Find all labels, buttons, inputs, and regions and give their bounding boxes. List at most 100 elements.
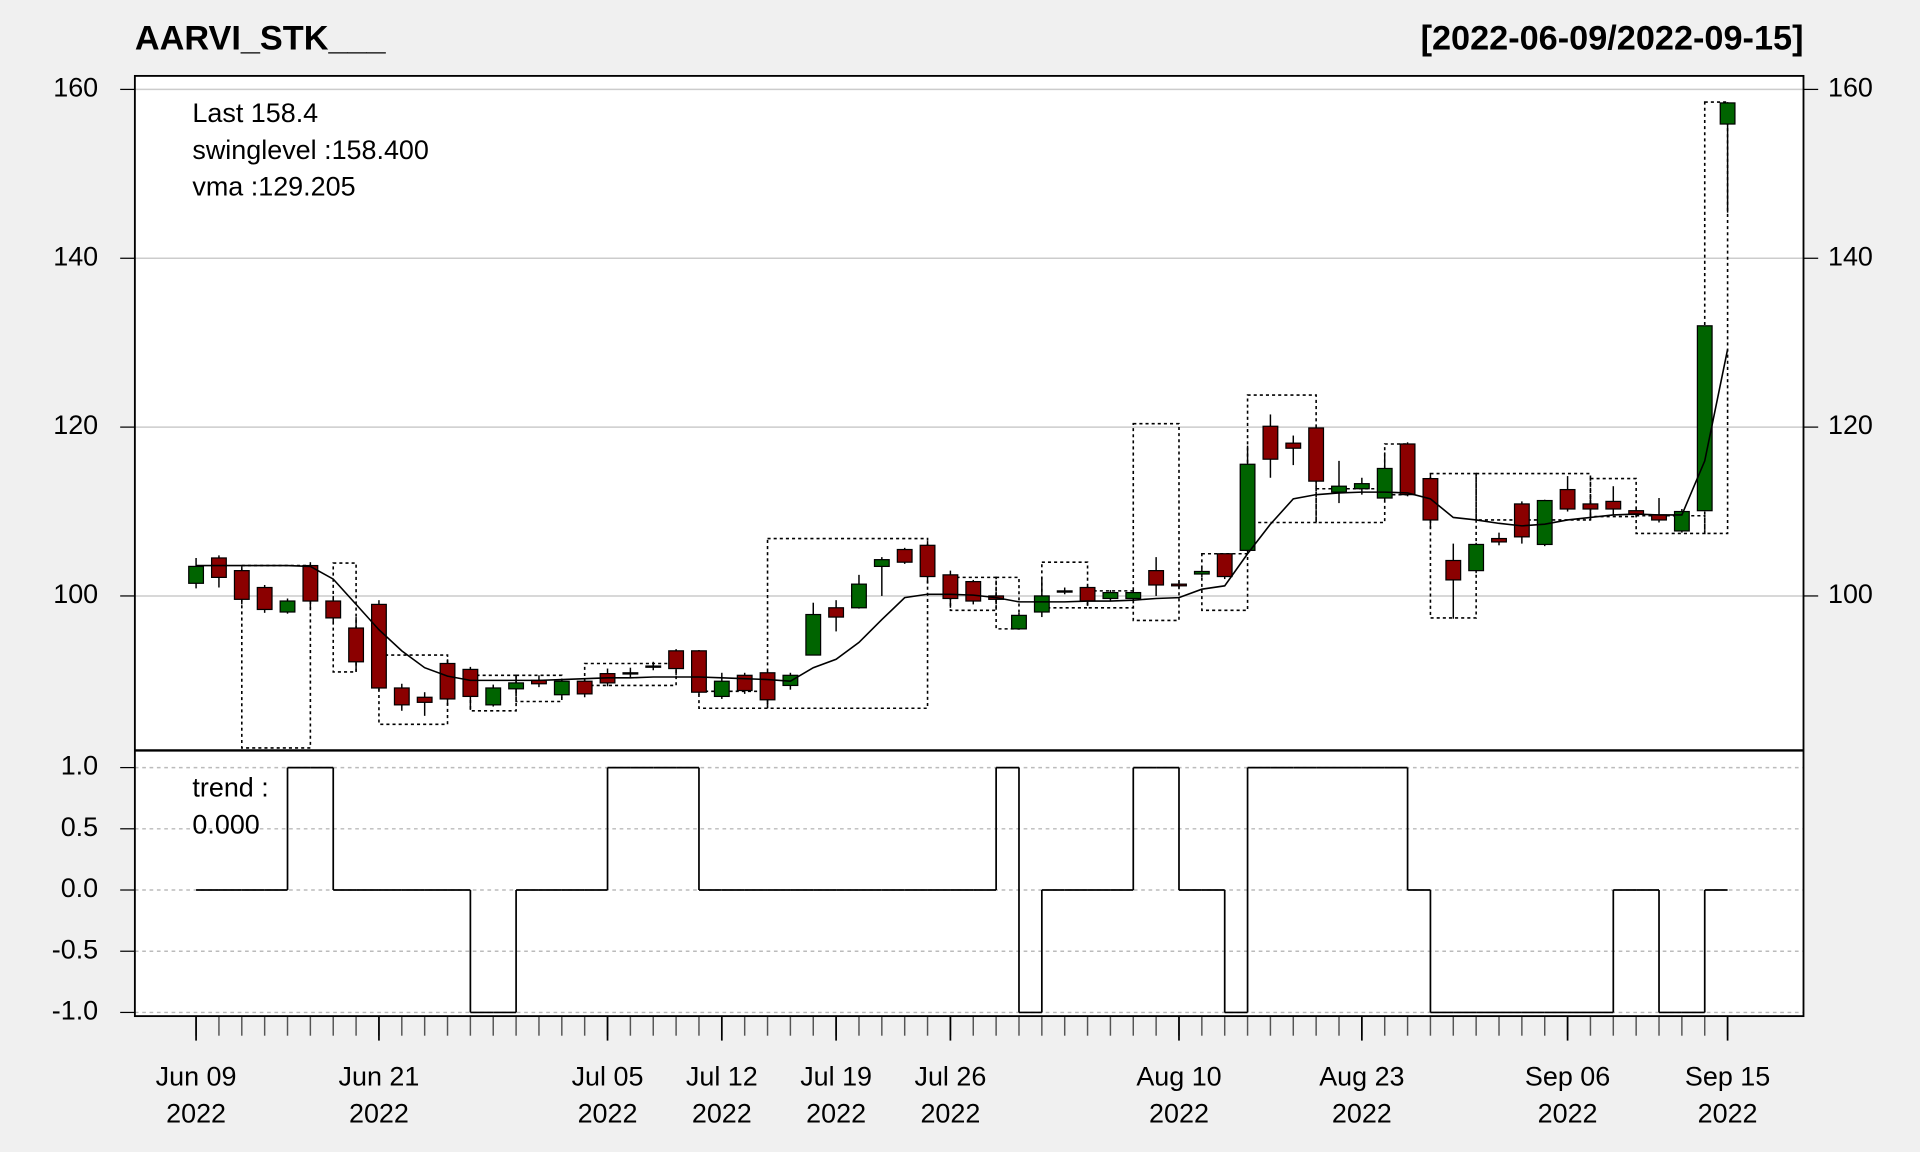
- candle-body: [965, 580, 982, 602]
- candle-body: [1102, 591, 1119, 600]
- legend-text: trend :: [192, 773, 268, 803]
- candle-body: [1056, 590, 1073, 593]
- candle-body: [1193, 570, 1210, 575]
- candle-body: [828, 607, 845, 618]
- candle-body: [713, 680, 730, 698]
- chart-title: AARVI_STK___: [135, 19, 387, 57]
- swing-box: [1132, 422, 1180, 622]
- y-tick-label: 0.0: [61, 873, 98, 903]
- candle-body: [462, 668, 479, 698]
- candle-body: [279, 600, 296, 613]
- date-range: [2022-06-09/2022-09-15]: [1421, 19, 1804, 57]
- candle-body: [759, 672, 776, 701]
- y-tick-label: -1.0: [52, 996, 98, 1026]
- candle-body: [1033, 595, 1050, 613]
- x-tick-label: Sep 15: [1685, 1062, 1770, 1092]
- candle-body: [645, 665, 662, 668]
- y-tick-label: 1.0: [61, 751, 98, 781]
- candle-body: [1171, 583, 1187, 587]
- candle-body: [1079, 586, 1096, 602]
- y2-tick-label: 140: [1828, 241, 1873, 271]
- candle-body: [439, 662, 456, 700]
- candle-body: [851, 583, 867, 609]
- candle-body: [668, 650, 685, 670]
- candle-body: [553, 680, 570, 696]
- legend-text: 0.000: [192, 809, 259, 839]
- x-tick-year: 2022: [578, 1098, 638, 1128]
- y-tick-label: 160: [53, 73, 98, 103]
- candle-body: [1491, 537, 1507, 543]
- candle-body: [919, 544, 936, 578]
- candle-body: [210, 557, 227, 578]
- candle-body: [1445, 559, 1462, 581]
- x-tick-year: 2022: [1332, 1098, 1392, 1128]
- y2-tick-label: 120: [1828, 410, 1873, 440]
- x-tick-year: 2022: [1538, 1098, 1598, 1128]
- candle-body: [1148, 570, 1165, 586]
- candle-body: [1216, 553, 1233, 578]
- x-tick-label: Jun 21: [339, 1062, 420, 1092]
- candle-body: [622, 672, 639, 675]
- trend-panel: [134, 766, 1804, 1014]
- plot-frame: [133, 74, 1805, 1018]
- candle-body: [873, 559, 890, 568]
- candle-body: [942, 574, 959, 600]
- candle-body: [1308, 427, 1325, 482]
- y2-tick-label: 100: [1828, 579, 1873, 609]
- main-panel: [134, 88, 1804, 749]
- candle-body: [1719, 102, 1736, 125]
- swing-box: [766, 537, 929, 710]
- candle-body: [736, 674, 753, 692]
- candle-body: [1468, 543, 1485, 572]
- candle-body: [1011, 614, 1027, 630]
- candle-body: [348, 627, 365, 663]
- candle-body: [325, 600, 342, 619]
- candle-body: [508, 682, 525, 690]
- candle-body: [805, 613, 822, 656]
- y-tick-label: 140: [53, 241, 98, 271]
- x-tick-label: Aug 23: [1319, 1062, 1404, 1092]
- candle-body: [188, 565, 205, 584]
- candle-body: [1582, 503, 1599, 510]
- candle-body: [1285, 442, 1302, 449]
- legend-text: Last 158.4: [192, 98, 318, 128]
- candle-body: [1353, 483, 1370, 490]
- candle-body: [1125, 591, 1142, 600]
- candle-body: [1376, 467, 1393, 499]
- y-tick-label: -0.5: [52, 934, 98, 964]
- candle-body: [1399, 443, 1416, 496]
- candle-body: [1239, 463, 1256, 551]
- candle-body: [1696, 325, 1713, 512]
- candle-body: [256, 586, 273, 611]
- legend-text: swinglevel :158.400: [192, 135, 428, 165]
- legend-text: vma :129.205: [192, 172, 355, 202]
- candle-body: [233, 570, 250, 600]
- x-tick-label: Jul 26: [914, 1062, 986, 1092]
- x-tick-year: 2022: [920, 1098, 980, 1128]
- candle-body: [691, 650, 707, 693]
- axes: 100 100 120 120 140 140 160 160 Jun 09 2022 Jun 21…: [52, 73, 1873, 1129]
- candle-body: [1559, 488, 1576, 510]
- vma-line: [196, 349, 1729, 683]
- y-tick-label: 120: [53, 410, 98, 440]
- candle-body: [393, 687, 410, 706]
- y-tick-label: 0.5: [61, 812, 98, 842]
- x-tick-year: 2022: [692, 1098, 752, 1128]
- x-tick-label: Jul 12: [686, 1062, 758, 1092]
- candle-body: [1673, 510, 1690, 532]
- swing-box: [241, 564, 312, 749]
- candle-body: [302, 564, 319, 602]
- x-tick-label: Jul 19: [800, 1062, 872, 1092]
- y2-tick-label: 160: [1828, 73, 1873, 103]
- x-tick-label: Jul 05: [572, 1062, 644, 1092]
- x-tick-label: Sep 06: [1525, 1062, 1610, 1092]
- x-tick-year: 2022: [806, 1098, 866, 1128]
- candle-body: [896, 548, 913, 563]
- candle-body: [485, 687, 502, 706]
- y-tick-label: 100: [53, 579, 98, 609]
- x-tick-label: Jun 09: [156, 1062, 237, 1092]
- x-tick-year: 2022: [349, 1098, 409, 1128]
- x-tick-year: 2022: [1149, 1098, 1209, 1128]
